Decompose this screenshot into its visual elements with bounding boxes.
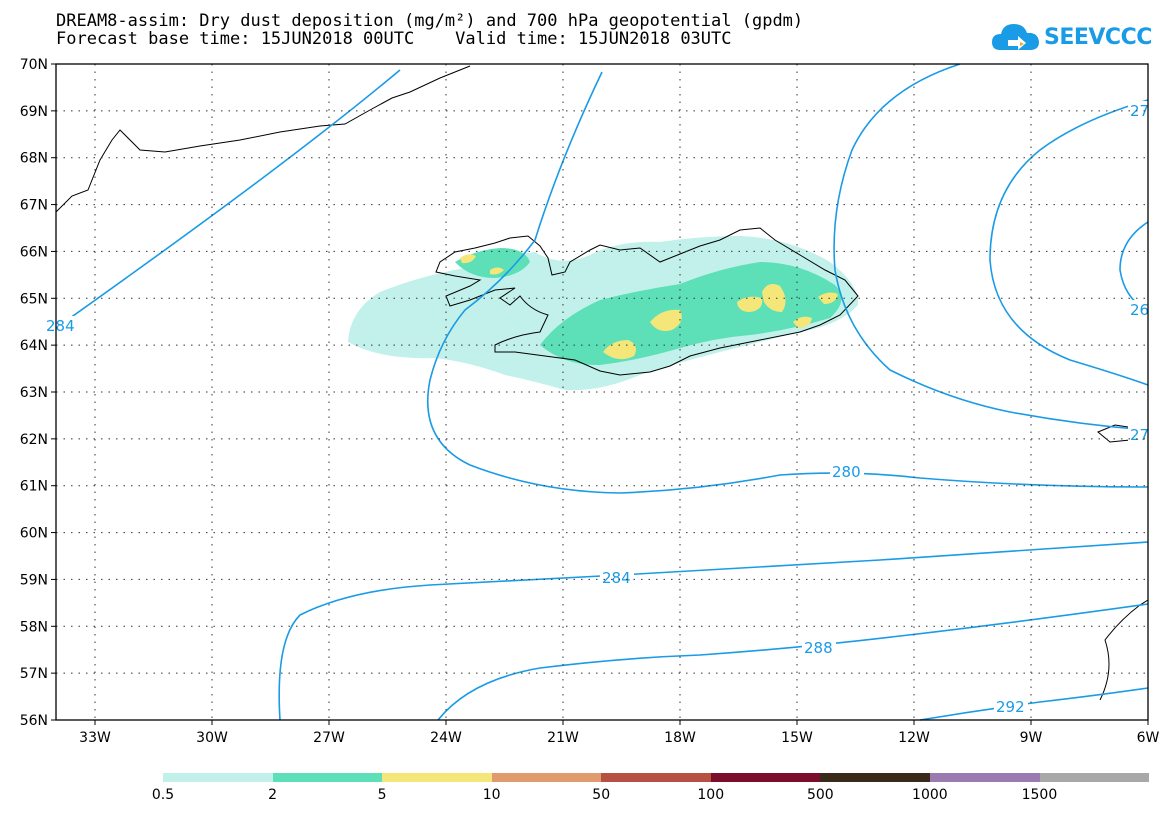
dust-area-high-4 (762, 284, 786, 312)
colorbar-label: 5 (377, 787, 387, 803)
colorbar-label: 1500 (1021, 787, 1058, 803)
colorbar-segment (382, 773, 492, 782)
lat-label: 57N (20, 666, 48, 682)
lat-label: 56N (20, 713, 48, 729)
contour-line (426, 71, 1149, 494)
lat-label: 59N (20, 572, 48, 588)
lat-label: 65N (20, 291, 48, 307)
lon-label: 9W (1020, 730, 1043, 746)
contour-line (437, 603, 1149, 721)
lon-label: 30W (196, 730, 228, 746)
lat-label: 69N (20, 104, 48, 120)
longitude-axis: 33W 30W 27W 24W 21W 18W 15W 12W 9W 6W (79, 720, 1160, 746)
lon-label: 33W (79, 730, 111, 746)
gridlines (56, 64, 1148, 720)
cloud-icon (992, 24, 1039, 50)
scotland-coastline (1099, 599, 1149, 701)
colorbar-segment (163, 773, 273, 782)
greenland-coastline (55, 65, 471, 213)
contour-labels: 280 284 288 292 284 27 26 27 (46, 101, 1149, 716)
colorbar-segment (601, 773, 711, 782)
colorbar-segment (929, 773, 1040, 782)
lon-label: 24W (430, 730, 462, 746)
lon-label: 6W (1137, 730, 1160, 746)
dust-area-high-5 (793, 316, 812, 328)
lon-label: 27W (313, 730, 345, 746)
lon-label: 18W (664, 730, 696, 746)
colorbar (163, 773, 1150, 782)
lon-label: 15W (781, 730, 813, 746)
map-frame (55, 63, 1149, 721)
dust-area-high-2 (650, 309, 682, 331)
lat-label: 66N (20, 244, 48, 260)
dust-area-high-6 (818, 292, 838, 304)
contour-line (1119, 221, 1149, 311)
latitude-axis: 70N 69N 68N 67N 66N 65N 64N 63N 62N 61N 60N 59N 58N 5… (20, 57, 56, 729)
colorbar-segment (820, 773, 930, 782)
colorbar-label: 10 (482, 787, 501, 803)
contour-label: 284 (46, 317, 75, 335)
lon-label: 21W (547, 730, 579, 746)
lat-label: 68N (20, 151, 48, 167)
dust-area-high-7 (460, 254, 476, 264)
lat-label: 70N (20, 57, 48, 73)
colorbar-label: 100 (697, 787, 725, 803)
contour-label: 27 (1130, 426, 1149, 444)
lat-label: 58N (20, 619, 48, 635)
contour-line (278, 541, 1149, 721)
lon-label: 12W (898, 730, 930, 746)
contour-label: 27 (1130, 102, 1149, 120)
iceland-coastline (435, 227, 859, 376)
colorbar-label: 2 (268, 787, 278, 803)
lat-label: 62N (20, 432, 48, 448)
contour-line (989, 99, 1149, 386)
contour-label: 280 (832, 463, 861, 481)
seevccc-logo: SEEVCCC (990, 18, 1152, 58)
colorbar-segment (491, 773, 602, 782)
contour-line (919, 687, 1149, 721)
colorbar-label: 500 (806, 787, 834, 803)
colorbar-segment (272, 773, 383, 782)
colorbar-label: 0.5 (151, 787, 175, 803)
lat-label: 60N (20, 526, 48, 542)
colorbar-label: 50 (592, 787, 611, 803)
lat-label: 64N (20, 338, 48, 354)
contour-label: 288 (804, 639, 833, 657)
contour-label: 284 (602, 569, 631, 587)
dust-area-high-3 (737, 296, 763, 312)
contour-line (833, 63, 1149, 431)
contour-label: 292 (996, 698, 1025, 716)
lat-label: 67N (20, 198, 48, 214)
dust-area-high-8 (490, 267, 504, 275)
lat-label: 63N (20, 385, 48, 401)
contour-label: 26 (1130, 301, 1149, 319)
contour-line (55, 69, 401, 329)
lat-label: 61N (20, 479, 48, 495)
colorbar-segment (1039, 773, 1150, 782)
dust-shading (348, 236, 859, 391)
geopotential-contours (55, 63, 1149, 721)
chart-subtitle: Forecast base time: 15JUN2018 00UTC Vali… (56, 29, 732, 49)
colorbar-label: 1000 (912, 787, 948, 803)
logo-text: SEEVCCC (1044, 25, 1152, 50)
chart-title: DREAM8-assim: Dry dust deposition (mg/m²… (56, 11, 804, 31)
colorbar-segment (710, 773, 821, 782)
